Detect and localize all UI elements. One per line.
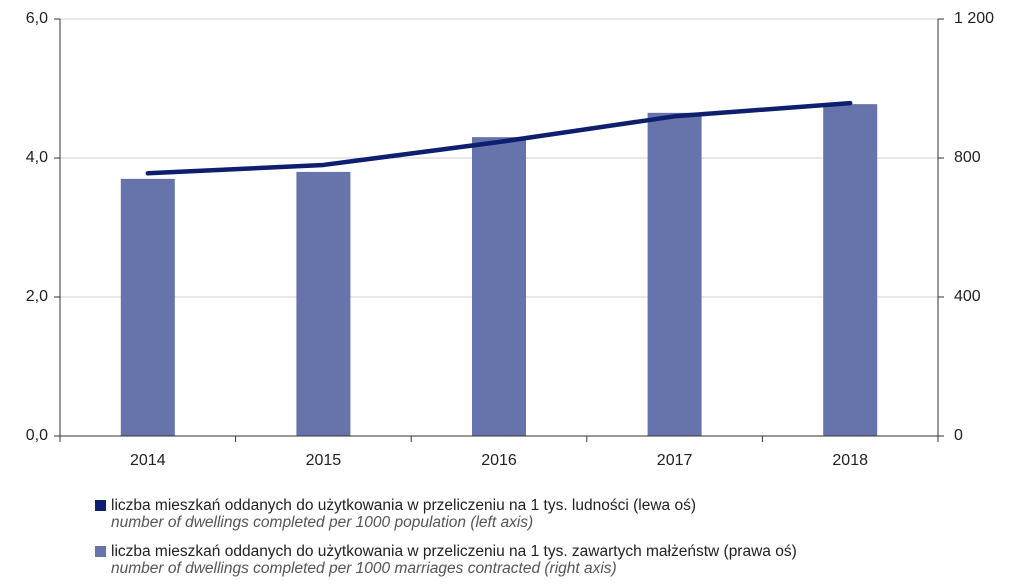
y-tick-label: 0,0 bbox=[26, 427, 48, 444]
y2-tick-label: 1 200 bbox=[954, 10, 994, 27]
legend-swatch bbox=[95, 546, 106, 557]
bar bbox=[120, 178, 175, 436]
legend-label: liczba mieszkań oddanych do użytkowania … bbox=[111, 543, 797, 560]
y2-tick-label: 800 bbox=[954, 149, 981, 166]
x-tick-label: 2017 bbox=[657, 452, 693, 469]
bar bbox=[823, 104, 878, 436]
bar bbox=[647, 112, 702, 436]
x-tick-label: 2018 bbox=[832, 452, 868, 469]
y-tick-label: 2,0 bbox=[26, 288, 48, 305]
x-tick-label: 2015 bbox=[306, 452, 342, 469]
legend-label: liczba mieszkań oddanych do użytkowania … bbox=[111, 497, 696, 514]
bar bbox=[296, 171, 351, 436]
y-tick-label: 6,0 bbox=[26, 10, 48, 27]
y2-tick-label: 400 bbox=[954, 288, 981, 305]
y2-tick-label: 0 bbox=[954, 427, 963, 444]
line bbox=[145, 100, 853, 176]
legend-swatch bbox=[95, 500, 106, 511]
bar bbox=[472, 137, 526, 436]
legend-sublabel: number of dwellings completed per 1000 p… bbox=[111, 514, 533, 531]
y-tick-label: 4,0 bbox=[26, 149, 48, 166]
x-tick-label: 2014 bbox=[130, 452, 166, 469]
x-tick-label: 2016 bbox=[481, 452, 517, 469]
legend-sublabel: number of dwellings completed per 1000 m… bbox=[111, 560, 617, 577]
